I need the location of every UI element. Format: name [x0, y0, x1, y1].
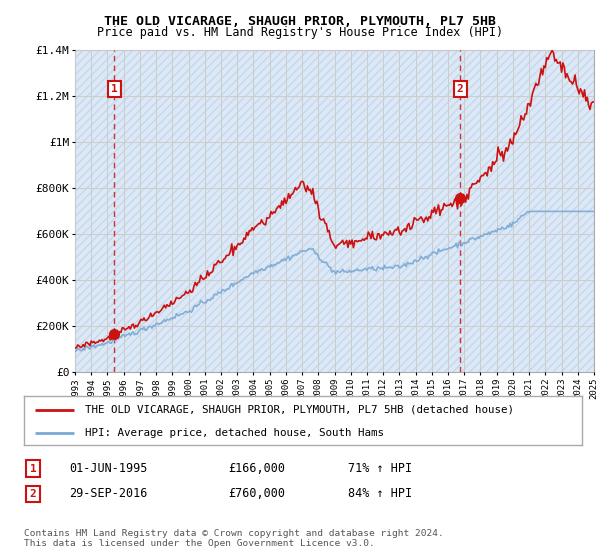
Text: £166,000: £166,000	[228, 462, 285, 475]
Text: £760,000: £760,000	[228, 487, 285, 501]
Text: 1: 1	[29, 464, 37, 474]
Text: 01-JUN-1995: 01-JUN-1995	[69, 462, 148, 475]
Text: THE OLD VICARAGE, SHAUGH PRIOR, PLYMOUTH, PL7 5HB (detached house): THE OLD VICARAGE, SHAUGH PRIOR, PLYMOUTH…	[85, 405, 514, 415]
Text: 29-SEP-2016: 29-SEP-2016	[69, 487, 148, 501]
Text: HPI: Average price, detached house, South Hams: HPI: Average price, detached house, Sout…	[85, 428, 385, 438]
Text: THE OLD VICARAGE, SHAUGH PRIOR, PLYMOUTH, PL7 5HB: THE OLD VICARAGE, SHAUGH PRIOR, PLYMOUTH…	[104, 15, 496, 28]
Text: Contains HM Land Registry data © Crown copyright and database right 2024.
This d: Contains HM Land Registry data © Crown c…	[24, 529, 444, 548]
Text: 2: 2	[457, 84, 464, 94]
Text: 2: 2	[29, 489, 37, 499]
Text: 71% ↑ HPI: 71% ↑ HPI	[348, 462, 412, 475]
Text: 84% ↑ HPI: 84% ↑ HPI	[348, 487, 412, 501]
Text: 1: 1	[111, 84, 118, 94]
Text: Price paid vs. HM Land Registry's House Price Index (HPI): Price paid vs. HM Land Registry's House …	[97, 26, 503, 39]
